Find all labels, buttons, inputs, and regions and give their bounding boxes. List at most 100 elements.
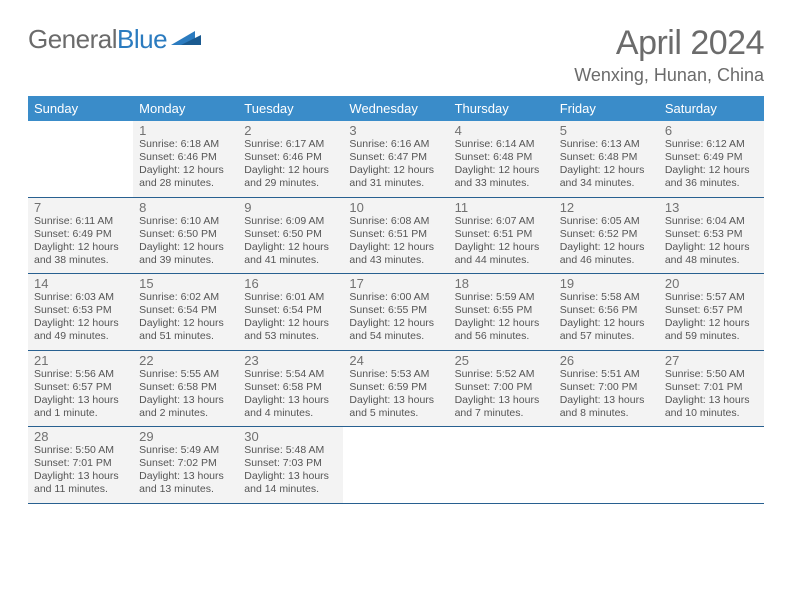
day-detail-line: Sunset: 6:48 PM — [560, 151, 653, 164]
day-details: Sunrise: 6:18 AMSunset: 6:46 PMDaylight:… — [139, 138, 232, 191]
day-cell: 22Sunrise: 5:55 AMSunset: 6:58 PMDayligh… — [133, 351, 238, 427]
day-number: 12 — [560, 200, 653, 215]
day-cell: 21Sunrise: 5:56 AMSunset: 6:57 PMDayligh… — [28, 351, 133, 427]
day-detail-line: and 56 minutes. — [455, 330, 548, 343]
week-row: 28Sunrise: 5:50 AMSunset: 7:01 PMDayligh… — [28, 427, 764, 504]
day-detail-line: Sunrise: 5:51 AM — [560, 368, 653, 381]
day-detail-line: Sunrise: 5:57 AM — [665, 291, 758, 304]
day-detail-line: Daylight: 12 hours — [244, 164, 337, 177]
day-detail-line: Daylight: 12 hours — [455, 317, 548, 330]
day-number: 22 — [139, 353, 232, 368]
day-detail-line: Sunset: 6:50 PM — [139, 228, 232, 241]
day-cell: 12Sunrise: 6:05 AMSunset: 6:52 PMDayligh… — [554, 198, 659, 274]
day-detail-line: Sunset: 6:55 PM — [455, 304, 548, 317]
weekday-label: Friday — [554, 96, 659, 121]
day-detail-line: Sunrise: 5:50 AM — [34, 444, 127, 457]
day-details: Sunrise: 6:03 AMSunset: 6:53 PMDaylight:… — [34, 291, 127, 344]
day-number: 17 — [349, 276, 442, 291]
day-detail-line: Sunrise: 6:12 AM — [665, 138, 758, 151]
day-number: 18 — [455, 276, 548, 291]
brand-part1: General — [28, 24, 117, 54]
day-details: Sunrise: 6:14 AMSunset: 6:48 PMDaylight:… — [455, 138, 548, 191]
day-detail-line: Sunset: 6:46 PM — [139, 151, 232, 164]
day-number: 5 — [560, 123, 653, 138]
day-number: 21 — [34, 353, 127, 368]
day-detail-line: Daylight: 12 hours — [139, 164, 232, 177]
day-cell: 30Sunrise: 5:48 AMSunset: 7:03 PMDayligh… — [238, 427, 343, 503]
day-detail-line: Daylight: 12 hours — [665, 241, 758, 254]
day-details: Sunrise: 5:57 AMSunset: 6:57 PMDaylight:… — [665, 291, 758, 344]
day-detail-line: Daylight: 13 hours — [34, 470, 127, 483]
day-detail-line: Sunset: 6:54 PM — [244, 304, 337, 317]
weekday-label: Thursday — [449, 96, 554, 121]
day-detail-line: Sunset: 7:01 PM — [665, 381, 758, 394]
day-detail-line: Sunrise: 5:58 AM — [560, 291, 653, 304]
day-details: Sunrise: 6:09 AMSunset: 6:50 PMDaylight:… — [244, 215, 337, 268]
day-details: Sunrise: 5:51 AMSunset: 7:00 PMDaylight:… — [560, 368, 653, 421]
day-number: 19 — [560, 276, 653, 291]
day-detail-line: Daylight: 13 hours — [349, 394, 442, 407]
day-details: Sunrise: 5:50 AMSunset: 7:01 PMDaylight:… — [34, 444, 127, 497]
day-detail-line: Daylight: 12 hours — [665, 164, 758, 177]
day-detail-line: Daylight: 13 hours — [34, 394, 127, 407]
day-detail-line: Sunrise: 6:07 AM — [455, 215, 548, 228]
weekday-header-row: SundayMondayTuesdayWednesdayThursdayFrid… — [28, 96, 764, 121]
calendar: SundayMondayTuesdayWednesdayThursdayFrid… — [28, 96, 764, 504]
day-detail-line: Sunset: 6:46 PM — [244, 151, 337, 164]
day-detail-line: Daylight: 12 hours — [244, 241, 337, 254]
day-detail-line: Daylight: 12 hours — [244, 317, 337, 330]
day-detail-line: and 31 minutes. — [349, 177, 442, 190]
day-cell: 25Sunrise: 5:52 AMSunset: 7:00 PMDayligh… — [449, 351, 554, 427]
day-detail-line: Sunrise: 5:49 AM — [139, 444, 232, 457]
day-detail-line: and 59 minutes. — [665, 330, 758, 343]
day-detail-line: Sunrise: 5:56 AM — [34, 368, 127, 381]
day-number: 2 — [244, 123, 337, 138]
day-detail-line: Sunrise: 6:14 AM — [455, 138, 548, 151]
day-detail-line: Daylight: 13 hours — [139, 394, 232, 407]
day-cell: 13Sunrise: 6:04 AMSunset: 6:53 PMDayligh… — [659, 198, 764, 274]
day-detail-line: Daylight: 13 hours — [455, 394, 548, 407]
day-details: Sunrise: 6:05 AMSunset: 6:52 PMDaylight:… — [560, 215, 653, 268]
day-detail-line: Sunset: 6:57 PM — [665, 304, 758, 317]
day-cell: 10Sunrise: 6:08 AMSunset: 6:51 PMDayligh… — [343, 198, 448, 274]
day-detail-line: Sunset: 7:02 PM — [139, 457, 232, 470]
day-detail-line: and 43 minutes. — [349, 254, 442, 267]
day-detail-line: Sunrise: 6:01 AM — [244, 291, 337, 304]
day-detail-line: Sunset: 6:49 PM — [34, 228, 127, 241]
day-detail-line: Daylight: 12 hours — [34, 241, 127, 254]
day-detail-line: Sunset: 6:58 PM — [139, 381, 232, 394]
day-cell-empty — [659, 427, 764, 503]
day-number: 20 — [665, 276, 758, 291]
day-details: Sunrise: 5:53 AMSunset: 6:59 PMDaylight:… — [349, 368, 442, 421]
day-detail-line: Daylight: 13 hours — [244, 470, 337, 483]
day-detail-line: Daylight: 12 hours — [455, 164, 548, 177]
day-detail-line: Sunrise: 6:11 AM — [34, 215, 127, 228]
day-detail-line: Daylight: 12 hours — [349, 241, 442, 254]
day-detail-line: Sunrise: 5:53 AM — [349, 368, 442, 381]
weekday-label: Monday — [133, 96, 238, 121]
day-number: 24 — [349, 353, 442, 368]
day-number: 9 — [244, 200, 337, 215]
day-detail-line: Sunrise: 6:09 AM — [244, 215, 337, 228]
day-cell: 6Sunrise: 6:12 AMSunset: 6:49 PMDaylight… — [659, 121, 764, 197]
day-details: Sunrise: 5:55 AMSunset: 6:58 PMDaylight:… — [139, 368, 232, 421]
week-row: 21Sunrise: 5:56 AMSunset: 6:57 PMDayligh… — [28, 351, 764, 428]
brand-logo: GeneralBlue — [28, 24, 201, 55]
day-number: 6 — [665, 123, 758, 138]
day-cell: 14Sunrise: 6:03 AMSunset: 6:53 PMDayligh… — [28, 274, 133, 350]
day-detail-line: Sunrise: 6:04 AM — [665, 215, 758, 228]
weekday-label: Sunday — [28, 96, 133, 121]
day-number: 14 — [34, 276, 127, 291]
day-detail-line: Daylight: 12 hours — [349, 164, 442, 177]
day-detail-line: Sunrise: 5:55 AM — [139, 368, 232, 381]
day-detail-line: and 28 minutes. — [139, 177, 232, 190]
day-details: Sunrise: 6:02 AMSunset: 6:54 PMDaylight:… — [139, 291, 232, 344]
day-detail-line: Daylight: 12 hours — [349, 317, 442, 330]
day-details: Sunrise: 6:07 AMSunset: 6:51 PMDaylight:… — [455, 215, 548, 268]
day-cell: 17Sunrise: 6:00 AMSunset: 6:55 PMDayligh… — [343, 274, 448, 350]
day-detail-line: Daylight: 13 hours — [139, 470, 232, 483]
week-row: 1Sunrise: 6:18 AMSunset: 6:46 PMDaylight… — [28, 121, 764, 198]
day-number: 13 — [665, 200, 758, 215]
day-detail-line: and 7 minutes. — [455, 407, 548, 420]
day-number: 1 — [139, 123, 232, 138]
